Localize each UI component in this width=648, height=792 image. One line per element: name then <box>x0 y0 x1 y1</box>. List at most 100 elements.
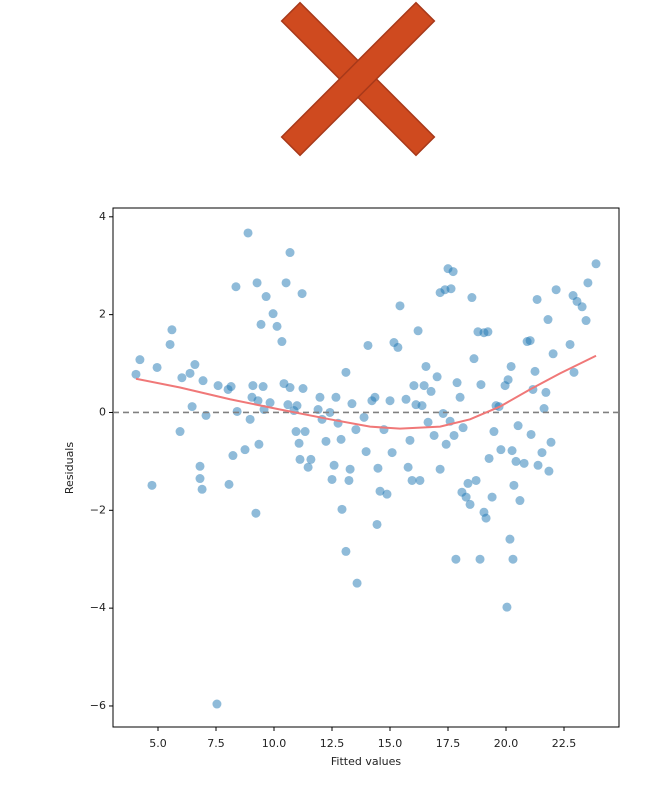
point <box>370 392 380 402</box>
point <box>294 438 304 448</box>
point <box>525 336 535 346</box>
point <box>347 399 357 409</box>
point <box>195 474 205 484</box>
point <box>285 383 295 393</box>
point <box>253 396 263 406</box>
point <box>489 427 499 437</box>
point <box>506 361 516 371</box>
point <box>190 360 200 370</box>
point <box>565 339 575 349</box>
point <box>448 267 458 277</box>
point <box>395 301 405 311</box>
point <box>232 406 242 416</box>
point <box>526 429 536 439</box>
point <box>463 478 473 488</box>
point <box>372 519 382 529</box>
point <box>295 454 305 464</box>
x-tick-label: 5.0 <box>149 737 167 750</box>
point <box>281 278 291 288</box>
y-tick-label: 4 <box>99 210 106 223</box>
point <box>591 259 601 269</box>
point <box>387 448 397 458</box>
point <box>344 475 354 485</box>
point <box>283 400 293 410</box>
point <box>265 398 275 408</box>
point <box>515 496 525 506</box>
point <box>417 401 427 411</box>
point <box>551 285 561 295</box>
point <box>251 508 261 518</box>
point <box>505 534 515 544</box>
point <box>543 315 553 325</box>
point <box>228 451 238 461</box>
lowess-line <box>135 354 597 430</box>
x-axis-label: Fitted values <box>331 755 402 768</box>
point <box>291 427 301 437</box>
point <box>327 474 337 484</box>
point <box>337 504 347 514</box>
point <box>298 384 308 394</box>
point <box>496 445 506 455</box>
x-tick-label: 22.5 <box>552 737 577 750</box>
point <box>256 319 266 329</box>
point <box>429 430 439 440</box>
point <box>469 354 479 364</box>
point <box>581 316 591 326</box>
x-tick-label: 12.5 <box>320 737 345 750</box>
point <box>303 462 313 472</box>
point <box>212 699 222 709</box>
x-tick-label: 15.0 <box>378 737 403 750</box>
x-tick-label: 10.0 <box>262 737 287 750</box>
point <box>261 292 271 302</box>
point <box>341 546 351 556</box>
point <box>167 325 177 335</box>
point <box>315 392 325 402</box>
point <box>258 382 268 392</box>
y-axis-label: Residuals <box>63 442 76 494</box>
point <box>541 387 551 397</box>
point <box>373 463 383 473</box>
point <box>135 355 145 365</box>
point <box>452 378 462 388</box>
point <box>546 437 556 447</box>
point <box>441 439 451 449</box>
point <box>423 417 433 427</box>
point <box>513 421 523 431</box>
point <box>533 460 543 470</box>
point <box>375 486 385 496</box>
point <box>351 425 361 435</box>
point <box>438 408 448 418</box>
point <box>426 386 436 396</box>
point <box>487 492 497 502</box>
point <box>503 375 513 385</box>
point <box>243 228 253 238</box>
point <box>363 340 373 350</box>
x-tick-label: 17.5 <box>436 737 461 750</box>
point <box>195 461 205 471</box>
point <box>481 513 491 523</box>
point <box>449 430 459 440</box>
close-icon <box>280 1 436 157</box>
point <box>131 369 141 379</box>
point <box>401 394 411 404</box>
point <box>226 382 236 392</box>
point <box>252 278 262 288</box>
point <box>177 373 187 383</box>
point <box>382 489 392 499</box>
point <box>458 423 468 433</box>
point <box>446 284 456 294</box>
point <box>331 392 341 402</box>
point <box>415 475 425 485</box>
point <box>213 381 223 391</box>
point <box>413 326 423 336</box>
point <box>507 446 517 456</box>
point <box>509 480 519 490</box>
point <box>484 453 494 463</box>
point <box>432 372 442 382</box>
point <box>403 462 413 472</box>
point <box>407 475 417 485</box>
point <box>385 396 395 406</box>
point <box>421 361 431 371</box>
point <box>519 458 529 468</box>
point <box>341 367 351 377</box>
